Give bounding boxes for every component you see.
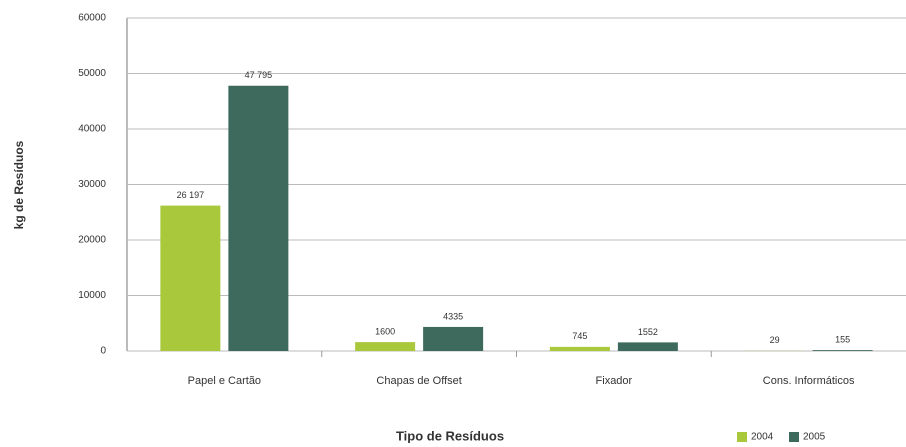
data-label: 29 — [770, 335, 780, 345]
legend-label: 2004 — [751, 432, 774, 443]
y-tick-label: 20000 — [78, 235, 106, 246]
y-tick-label: 30000 — [78, 179, 106, 190]
data-label: 47 795 — [245, 70, 273, 80]
data-label: 4335 — [443, 311, 463, 321]
y-tick-label: 0 — [100, 346, 106, 357]
y-axis-label: kg de Resíduos — [12, 140, 26, 229]
y-tick-label: 40000 — [78, 124, 106, 135]
x-tick-label: Fixador — [596, 375, 633, 387]
data-label: 1600 — [375, 326, 395, 336]
legend-swatch — [737, 432, 747, 442]
bar — [617, 342, 678, 351]
data-label: 26 197 — [177, 190, 205, 200]
bar — [423, 326, 484, 351]
bar — [160, 205, 221, 351]
bar — [355, 342, 416, 351]
data-label: 1552 — [638, 327, 658, 337]
x-tick-label: Papel e Cartão — [188, 375, 261, 387]
y-tick-label: 10000 — [78, 290, 106, 301]
x-axis-label: Tipo de Resíduos — [396, 428, 504, 443]
bar — [228, 85, 289, 352]
data-label: 745 — [572, 331, 587, 341]
y-tick-label: 50000 — [78, 68, 106, 79]
bar — [812, 350, 873, 351]
y-tick-label: 60000 — [78, 13, 106, 24]
bar — [549, 346, 610, 351]
legend-swatch — [789, 432, 799, 442]
data-label: 155 — [835, 335, 850, 345]
x-tick-label: Chapas de Offset — [376, 375, 461, 387]
legend-label: 2005 — [803, 432, 826, 443]
x-tick-label: Cons. Informáticos — [763, 375, 855, 387]
